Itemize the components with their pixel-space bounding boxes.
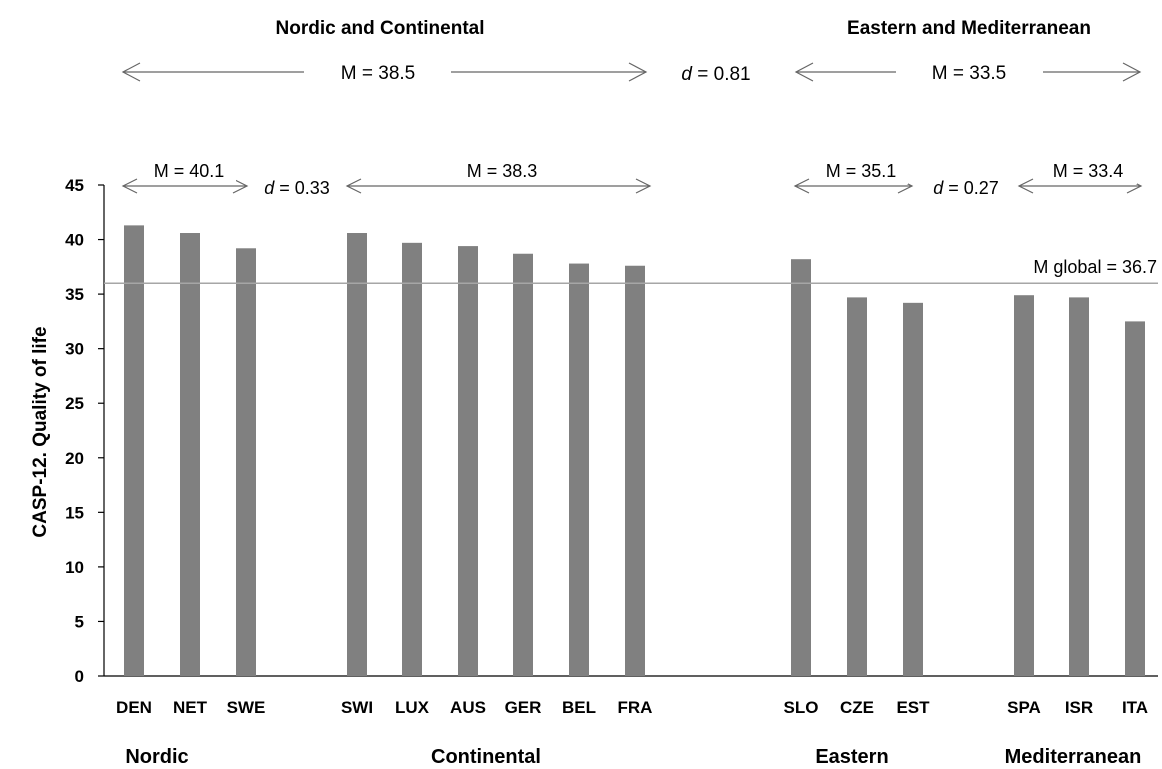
bar-lux [402, 242, 422, 676]
x-tick-label-bel: BEL [562, 698, 596, 717]
bars [124, 225, 1145, 677]
region-effect-value-1: = 0.33 [274, 178, 330, 198]
region-arrowhead-nordic-right [232, 178, 249, 194]
bar-slo [791, 259, 811, 676]
x-tick-label-ita: ITA [1122, 698, 1148, 717]
super-arrowhead-left-1 [121, 62, 141, 82]
bar-fra [625, 265, 645, 676]
region-mean-label-eastern: M = 35.1 [826, 161, 897, 181]
region-label-mediterranean: Mediterranean [1005, 746, 1142, 768]
region-effect-value-2: = 0.27 [943, 178, 999, 198]
x-tick-label-fra: FRA [618, 698, 653, 717]
x-tick-label-slo: SLO [784, 698, 819, 717]
super-mean-label-1: M = 38.5 [341, 63, 415, 84]
y-tick-label-20: 20 [65, 449, 84, 468]
region-arrowhead-continental-left [345, 178, 362, 194]
region-mean-bg-eastern [814, 162, 908, 184]
x-tick-label-isr: ISR [1065, 698, 1093, 717]
bar-spa [1014, 295, 1034, 676]
x-tick-label-ger: GER [505, 698, 542, 717]
bar-ita [1125, 321, 1145, 676]
bar-ger [513, 253, 533, 677]
region-arrowhead-eastern-left [793, 178, 810, 194]
x-tick-label-est: EST [896, 698, 930, 717]
region-effect-size-2: d = 0.27 [933, 178, 999, 198]
region-mean-label-continental: M = 38.3 [467, 161, 538, 181]
x-tick-label-net: NET [173, 698, 208, 717]
bar-swe [236, 248, 256, 677]
y-tick-label-25: 25 [65, 394, 84, 413]
x-tick-label-den: DEN [116, 698, 152, 717]
super-arrowhead-right-1 [628, 62, 648, 82]
bar-aus [458, 246, 478, 676]
x-tick-label-swi: SWI [341, 698, 373, 717]
super-effect-d: d [681, 64, 693, 85]
region-label-nordic: Nordic [125, 746, 188, 768]
y-tick-label-45: 45 [65, 176, 84, 195]
region-effect-d-2: d [933, 178, 944, 198]
region-arrowhead-nordic-left [121, 178, 138, 194]
x-tick-label-cze: CZE [840, 698, 874, 717]
region-label-eastern: Eastern [815, 746, 888, 768]
y-tick-label-30: 30 [65, 340, 84, 359]
region-mean-label-mediterranean: M = 33.4 [1053, 161, 1124, 181]
region-arrowhead-mediterranean-left [1017, 178, 1034, 194]
y-tick-label-40: 40 [65, 231, 84, 250]
region-effect-d-1: d [264, 178, 275, 198]
y-axis-title: CASP-12. Quality of life [30, 326, 51, 537]
x-tick-label-swe: SWE [227, 698, 266, 717]
super-effect-value: = 0.81 [692, 64, 751, 85]
region-mean-label-nordic: M = 40.1 [154, 161, 225, 181]
x-tick-label-lux: LUX [395, 698, 430, 717]
x-tick-label-spa: SPA [1007, 698, 1041, 717]
bar-isr [1069, 297, 1089, 676]
super-mean-label-2: M = 33.5 [932, 63, 1006, 84]
bar-est [903, 302, 923, 676]
region-mean-bg-nordic [142, 162, 236, 184]
y-tick-label-0: 0 [75, 667, 84, 686]
region-arrowhead-continental-right [635, 178, 652, 194]
bar-net [180, 233, 200, 676]
y-tick-label-35: 35 [65, 285, 84, 304]
super-arrowhead-left-2 [794, 62, 814, 82]
super-effect-size: d = 0.81 [681, 64, 750, 85]
bar-bel [569, 263, 589, 676]
region-label-continental: Continental [431, 746, 541, 768]
super-arrowhead-right-2 [1122, 62, 1142, 82]
super-group-title-eastern-mediterranean: Eastern and Mediterranean [847, 18, 1091, 39]
y-tick-label-15: 15 [65, 503, 84, 522]
x-tick-label-aus: AUS [450, 698, 486, 717]
bar-swi [347, 233, 367, 676]
x-tick-labels: DEN NET SWE SWI LUX AUS GER BEL FRA SLO CZE EST SPA I… [116, 698, 1148, 717]
super-group-title-nordic-continental: Nordic and Continental [276, 18, 485, 39]
region-effect-size-1: d = 0.33 [264, 178, 330, 198]
bar-cze [847, 297, 867, 676]
reference-line-group: M global = 36.7 [104, 257, 1158, 284]
region-mean-bg-continental [455, 162, 549, 184]
bar-den [124, 225, 144, 677]
region-mean-bg-mediterranean [1039, 162, 1137, 184]
y-tick-label-5: 5 [75, 612, 84, 631]
reference-line-label: M global = 36.7 [1033, 257, 1157, 277]
y-ticks: 0 5 10 15 20 25 30 35 40 45 [65, 176, 104, 686]
y-tick-label-10: 10 [65, 558, 84, 577]
